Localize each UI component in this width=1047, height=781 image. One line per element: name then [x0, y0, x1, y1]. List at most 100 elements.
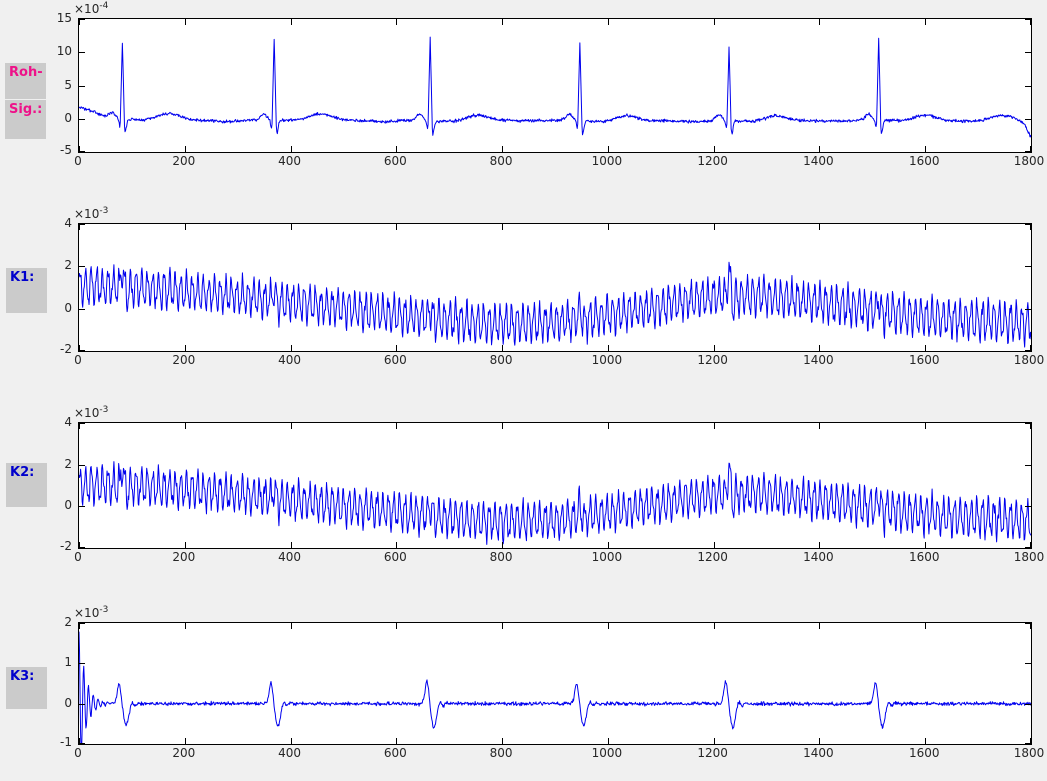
y-axis-exponent-label: ×10-3: [74, 605, 109, 620]
axis-tick: [502, 146, 504, 152]
axis-tick: [819, 738, 821, 744]
x-tick-label: 600: [383, 154, 407, 168]
raw-signal-label-text1: Roh-: [9, 65, 43, 80]
y-tick-label: 0: [64, 498, 72, 513]
k2-axes: [78, 422, 1032, 549]
axis-tick: [1025, 743, 1031, 744]
k3-trace-canvas: [79, 623, 1031, 744]
y-tick-label: 10: [56, 44, 72, 59]
axis-tick: [819, 224, 821, 230]
axis-tick: [819, 542, 821, 548]
axis-tick: [502, 623, 504, 629]
axis-tick: [819, 423, 821, 429]
axis-tick: [79, 623, 80, 629]
subplot-k1: ×10-3 0 200 400 600 800 1000 1200 1400 1600 1800 -…: [60, 206, 1044, 367]
subplot-raw-signal: ×10-4 0 200 400 600 800 1000 1200 1400 1600 1800 -…: [57, 1, 1045, 168]
channel-k2-label-text: K2:: [10, 465, 35, 480]
axis-tick: [1025, 52, 1031, 54]
axis-tick: [713, 423, 715, 429]
axis-tick: [1030, 224, 1031, 230]
axis-tick: [396, 224, 398, 230]
channel-k1-label-text: K1:: [10, 270, 35, 285]
x-tick-label: 1600: [908, 154, 940, 168]
k1-axes: [78, 223, 1032, 352]
x-tick-label: 1000: [591, 154, 623, 168]
x-tick-label: 1400: [803, 550, 834, 564]
x-tick-label: 1200: [697, 353, 728, 367]
axis-tick: [1025, 308, 1031, 310]
axis-tick: [925, 224, 927, 230]
axis-tick: [819, 623, 821, 629]
axis-tick: [713, 19, 715, 25]
axis-tick: [1025, 118, 1031, 120]
axis-tick: [79, 118, 85, 120]
axis-tick: [1025, 663, 1031, 665]
axis-tick: [925, 19, 927, 25]
axis-tick: [79, 350, 85, 351]
x-tick-label: 1000: [591, 353, 623, 367]
axis-tick: [396, 146, 398, 152]
axis-tick: [1025, 224, 1031, 225]
axis-tick: [79, 345, 80, 351]
channel-k3-label-text: K3:: [10, 669, 35, 684]
axis-tick: [184, 146, 186, 152]
axis-tick: [290, 738, 292, 744]
x-tick-label: 400: [278, 746, 301, 760]
axis-tick: [1025, 19, 1031, 20]
x-tick-label: 200: [172, 154, 196, 168]
y-axis-exponent-label: ×10-3: [74, 405, 109, 420]
axis-tick: [79, 623, 85, 624]
x-tick-label: 600: [383, 353, 407, 367]
axis-tick: [607, 738, 609, 744]
x-tick-label: 1800: [1013, 746, 1045, 760]
axis-tick: [819, 345, 821, 351]
x-tick-label: 0: [74, 353, 82, 367]
axis-tick: [396, 623, 398, 629]
y-tick-label: 0: [64, 695, 72, 710]
axis-tick: [79, 663, 85, 665]
y-tick-label: 0: [64, 300, 72, 315]
k1-trace-canvas: [79, 224, 1031, 351]
axis-tick: [502, 224, 504, 230]
axis-tick: [184, 623, 186, 629]
x-tick-label: 400: [278, 154, 301, 168]
axis-tick: [396, 19, 398, 25]
axis-tick: [79, 703, 85, 705]
axis-tick: [819, 19, 821, 25]
axis-tick: [79, 423, 85, 424]
axis-tick: [1030, 738, 1031, 744]
axis-tick: [607, 19, 609, 25]
axis-tick: [79, 146, 80, 152]
axis-tick: [925, 345, 927, 351]
axis-tick: [607, 146, 609, 152]
y-tick-label: 4: [64, 216, 72, 230]
axis-tick: [79, 85, 85, 87]
k3-axes: [78, 622, 1032, 745]
y-tick-label: 1: [64, 655, 72, 670]
axis-tick: [290, 345, 292, 351]
axis-tick: [1030, 542, 1031, 548]
axis-tick: [1025, 151, 1031, 152]
channel-k2-label: K2:: [6, 463, 47, 507]
axis-tick: [713, 542, 715, 548]
axis-tick: [290, 146, 292, 152]
axis-tick: [925, 146, 927, 152]
raw-signal-label-line2: Sig.:: [5, 100, 46, 139]
axis-tick: [1025, 506, 1031, 508]
axis-tick: [1025, 547, 1031, 548]
axis-tick: [79, 464, 85, 466]
axis-tick: [1025, 703, 1031, 705]
y-tick-label: 2: [64, 456, 72, 471]
axis-tick: [79, 743, 85, 744]
axis-tick: [184, 224, 186, 230]
axis-tick: [819, 146, 821, 152]
axis-tick: [1025, 423, 1031, 424]
x-tick-label: 0: [74, 746, 82, 760]
axis-tick: [79, 308, 85, 310]
axis-tick: [607, 623, 609, 629]
x-tick-label: 1800: [1013, 154, 1045, 168]
y-tick-label: -1: [60, 735, 72, 749]
axis-tick: [607, 345, 609, 351]
x-tick-label: 1000: [591, 746, 623, 760]
